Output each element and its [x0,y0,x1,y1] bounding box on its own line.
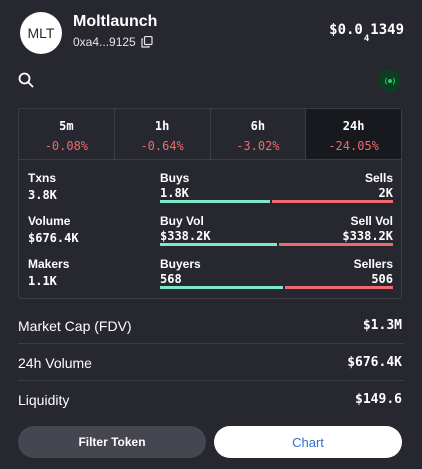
stat-value: 3.8K [28,188,57,202]
buy-sell-bar [160,200,393,203]
buy-sell-bar [160,243,393,246]
price-suffix: 1349 [370,22,404,38]
metric-24h-volume: 24h Volume $676.4K [18,345,404,381]
buy-bar [160,200,270,203]
metric-value: $1.3M [362,318,402,333]
timeframe-tabs: 5m -0.08% 1h -0.64% 6h -3.02% 24h -24.05… [19,109,401,160]
buys-label: Buys [160,171,190,185]
stat-value: $676.4K [28,231,79,245]
tab-label: 5m [59,119,74,133]
metric-label: Liquidity [18,392,70,408]
token-price: $0.041349 [329,22,404,44]
metric-liquidity: Liquidity $149.6 [18,382,404,418]
token-header: MLT Moltlaunch 0xa4...9125 $0.041349 [20,10,404,54]
stats-panel: 5m -0.08% 1h -0.64% 6h -3.02% 24h -24.05… [18,108,402,299]
sell-bar [271,200,393,203]
buy-bar [160,286,284,289]
stat-row-volume: Volume $676.4K Buy Vol Sell Vol $338.2K … [28,214,393,254]
token-avatar: MLT [20,12,62,54]
filter-token-button[interactable]: Filter Token [18,426,206,458]
toolbar [18,68,404,94]
sellers-label: Sellers [353,257,393,271]
stat-label: Txns [28,171,57,185]
buyers-label: Buyers [160,257,201,271]
metric-market-cap: Market Cap (FDV) $1.3M [18,308,404,344]
buys-value: 1.8K [160,186,189,200]
tab-change: -24.05% [328,139,379,153]
sell-vol-label: Sell Vol [350,214,393,228]
metric-value: $149.6 [355,392,402,407]
price-prefix: $0.0 [329,22,363,38]
stat-value: 1.1K [28,274,57,288]
tab-5m[interactable]: 5m -0.08% [19,109,115,159]
buy-vol-label: Buy Vol [160,214,204,228]
token-address: 0xa4...9125 [73,35,153,49]
metric-value: $676.4K [347,355,402,370]
token-name: Moltlaunch [73,13,158,30]
tab-change: -0.08% [44,139,89,153]
stat-label: Volume [28,214,71,228]
sell-bar [285,286,393,289]
tab-1h[interactable]: 1h -0.64% [115,109,211,159]
tab-label: 6h [250,119,266,133]
chart-button[interactable]: Chart [214,426,402,458]
address-text: 0xa4...9125 [73,35,136,49]
copy-icon[interactable] [141,36,153,48]
search-icon[interactable] [18,72,34,88]
tab-label: 1h [154,119,170,133]
sell-bar [278,243,393,246]
sells-value: 2K [378,186,393,200]
sells-label: Sells [364,171,393,185]
tab-label: 24h [342,119,365,133]
buyers-value: 568 [160,272,182,286]
buy-bar [160,243,277,246]
stat-row-txns: Txns 3.8K Buys Sells 1.8K 2K [28,171,393,211]
sellers-value: 506 [371,272,393,286]
tab-change: -3.02% [236,139,280,153]
buy-sell-bar [160,286,393,289]
price-zero-count: 4 [363,33,370,44]
live-signal-icon[interactable] [378,69,401,92]
stat-row-makers: Makers 1.1K Buyers Sellers 568 506 [28,257,393,297]
sell-vol-value: $338.2K [342,229,393,243]
tab-change: -0.64% [140,139,184,153]
tab-6h[interactable]: 6h -3.02% [211,109,307,159]
metric-label: 24h Volume [18,355,92,371]
metric-label: Market Cap (FDV) [18,318,132,334]
buy-vol-value: $338.2K [160,229,211,243]
stat-label: Makers [28,257,70,271]
tab-24h[interactable]: 24h -24.05% [306,109,401,159]
